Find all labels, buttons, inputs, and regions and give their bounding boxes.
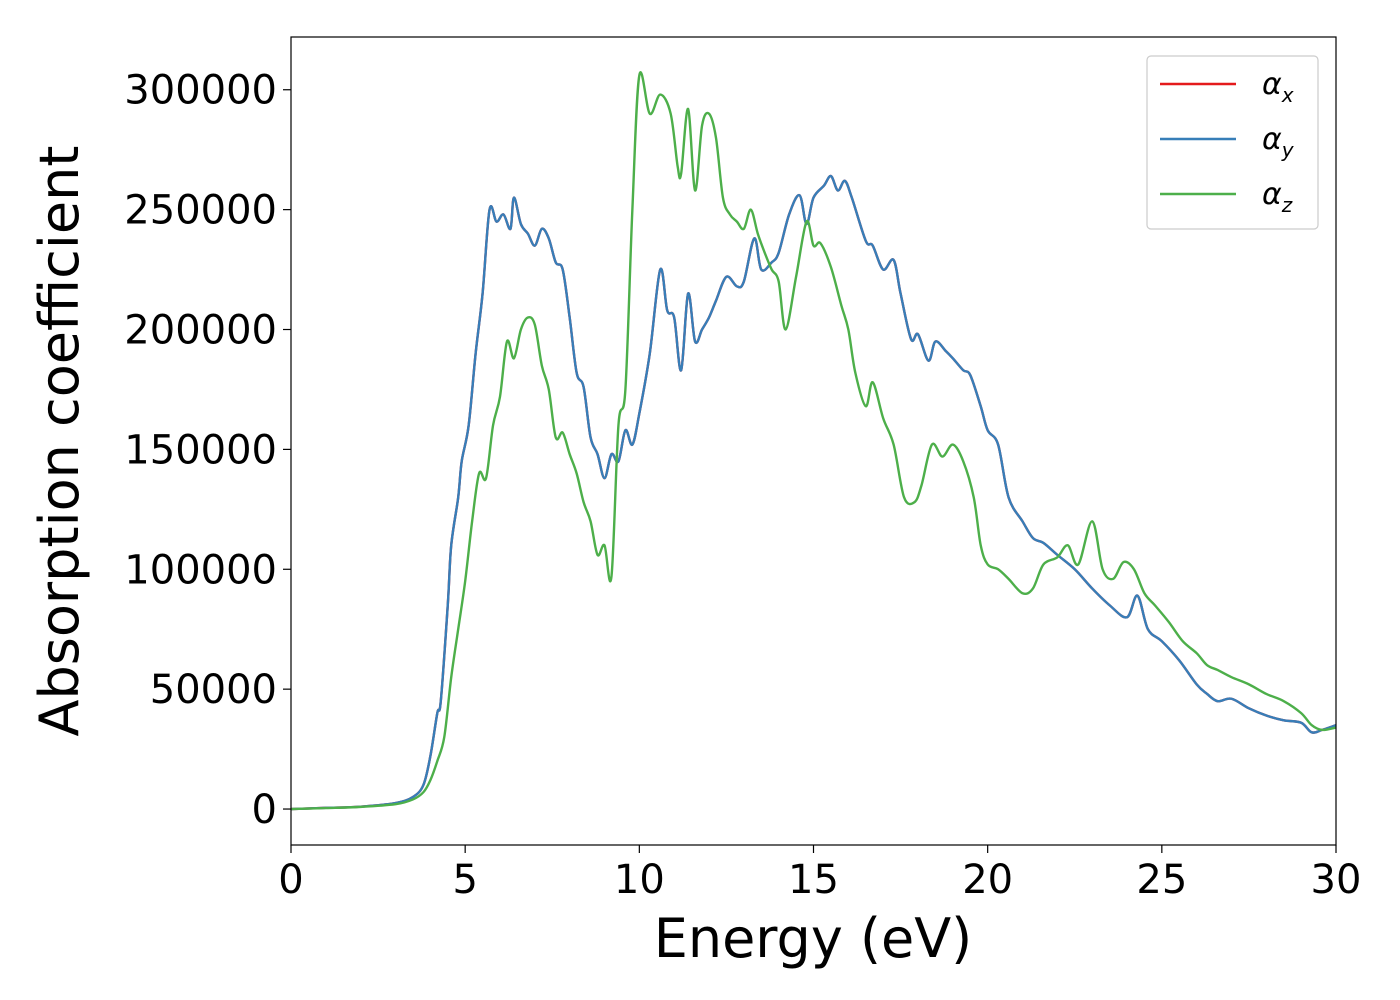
x-tick-label: 30 <box>1311 857 1362 903</box>
x-axis-title: Energy (eV) <box>654 907 973 970</box>
series-line-z <box>291 71 1336 811</box>
x-tick-labels: 0 5 10 15 20 25 30 <box>278 857 1361 903</box>
legend-label-x: αx <box>1262 67 1294 107</box>
x-tick-label: 20 <box>962 857 1013 903</box>
legend: αx αy αz <box>1146 55 1319 230</box>
x-tick-label: 25 <box>1136 857 1187 903</box>
plot-frame <box>290 36 1337 846</box>
x-tick-label: 15 <box>788 857 839 903</box>
y-tick-labels: 0 50000 100000 150000 200000 250000 300000 <box>124 68 277 833</box>
y-tick-label: 200000 <box>124 308 277 354</box>
series-line-y <box>291 174 1336 811</box>
y-tick-label: 0 <box>252 787 277 833</box>
x-tick-label: 10 <box>614 857 665 903</box>
legend-label-y: αy <box>1262 122 1295 162</box>
y-tick-label: 100000 <box>124 547 277 593</box>
y-tick-label: 150000 <box>124 427 277 473</box>
x-tick-label: 5 <box>452 857 477 903</box>
y-tick-label: 250000 <box>124 188 277 234</box>
y-tick-label: 300000 <box>124 68 277 114</box>
y-axis-title: Absorption coefficient <box>28 146 91 737</box>
axis-ticks <box>283 89 1337 853</box>
series-layer <box>291 71 1336 811</box>
x-tick-label: 0 <box>278 857 303 903</box>
legend-box <box>1146 55 1319 230</box>
legend-label-z: αz <box>1262 177 1293 217</box>
y-tick-label: 50000 <box>150 667 277 713</box>
